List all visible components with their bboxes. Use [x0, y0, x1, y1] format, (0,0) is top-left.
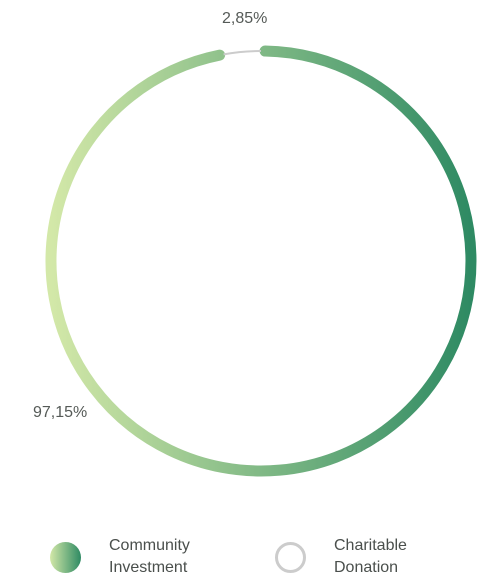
legend-label-line: Donation	[334, 559, 399, 576]
legend-label-charitable-donation: Charitable Donation	[334, 535, 454, 579]
community-investment-slice	[45, 45, 477, 477]
chart-legend: Community Investment Charitable Donation	[0, 535, 478, 579]
charitable-donation-slice	[223, 50, 262, 56]
legend-label-community-investment: Community Investment	[109, 535, 229, 579]
charitable-donation-percent-label: 2,85%	[222, 10, 268, 27]
donut-chart: 2,85% 97,15%	[33, 10, 477, 477]
legend-label-line: Community	[109, 537, 190, 554]
community-investment-percent-label: 97,15%	[33, 404, 88, 421]
charitable-donation-swatch	[275, 541, 306, 573]
legend-item-community-investment: Community Investment	[50, 535, 229, 579]
legend-item-charitable-donation: Charitable Donation	[275, 535, 454, 579]
community-investment-swatch	[50, 541, 81, 573]
legend-label-line: Investment	[109, 559, 188, 576]
legend-label-line: Charitable	[334, 537, 407, 554]
donut-chart-svg	[45, 45, 477, 477]
